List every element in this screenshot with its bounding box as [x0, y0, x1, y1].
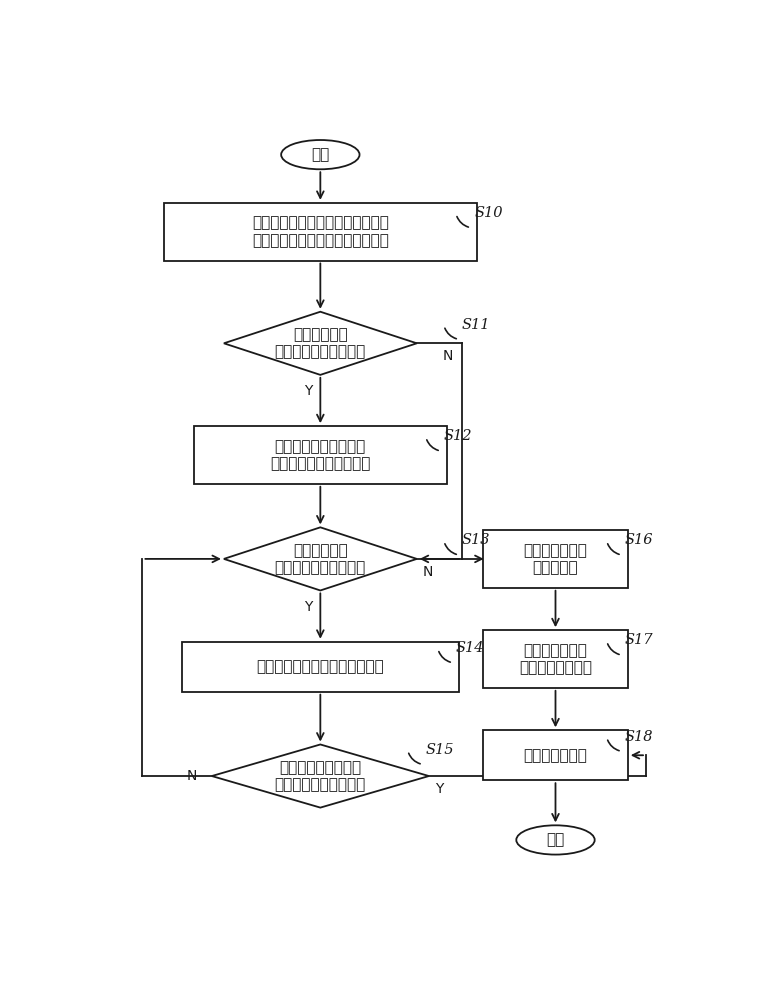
Text: S14: S14 [456, 641, 485, 655]
Ellipse shape [281, 140, 359, 169]
Text: S10: S10 [474, 206, 503, 220]
Text: 开启泄压开关阀和泄压节流元件: 开启泄压开关阀和泄压节流元件 [257, 659, 384, 674]
Text: 泄压开关阀开启时长
是否达到第一预设时长: 泄压开关阀开启时长 是否达到第一预设时长 [275, 760, 366, 792]
FancyBboxPatch shape [483, 630, 628, 688]
Text: 控制磁悬浮离心
压缩机停机: 控制磁悬浮离心 压缩机停机 [524, 543, 587, 575]
FancyBboxPatch shape [483, 530, 628, 588]
Text: S11: S11 [462, 318, 491, 332]
FancyBboxPatch shape [194, 426, 447, 484]
Text: 当前压比是否
大于允许停机压比阈值: 当前压比是否 大于允许停机压比阈值 [275, 543, 366, 575]
Text: 结束: 结束 [546, 832, 565, 847]
Text: S16: S16 [625, 533, 654, 547]
Text: 当前压比是否
大于允许停机压比阈值: 当前压比是否 大于允许停机压比阈值 [275, 327, 366, 360]
Text: Y: Y [304, 600, 313, 614]
Text: 关闭泄压开关阀: 关闭泄压开关阀 [524, 748, 587, 763]
Polygon shape [224, 527, 417, 590]
FancyBboxPatch shape [163, 203, 477, 261]
FancyBboxPatch shape [181, 642, 459, 692]
Text: S12: S12 [444, 429, 472, 443]
Text: 保持泄压开关阀
开启第二预设时长: 保持泄压开关阀 开启第二预设时长 [519, 643, 592, 675]
Text: 当磁悬浮空调机组满足停机条件时
获取磁悬浮离心压缩机的当前压比: 当磁悬浮空调机组满足停机条件时 获取磁悬浮离心压缩机的当前压比 [252, 215, 389, 248]
Text: N: N [187, 769, 197, 783]
Text: 开始: 开始 [311, 147, 329, 162]
Polygon shape [212, 744, 429, 808]
Text: Y: Y [304, 384, 313, 398]
Text: 保持磁悬浮离心压缩机
以当前状态运行预设时长: 保持磁悬浮离心压缩机 以当前状态运行预设时长 [270, 439, 370, 471]
Ellipse shape [517, 825, 594, 855]
Polygon shape [224, 312, 417, 375]
Text: S13: S13 [462, 533, 491, 547]
Text: N: N [443, 349, 453, 363]
Text: S18: S18 [625, 730, 654, 744]
Text: S17: S17 [625, 633, 654, 647]
Text: S15: S15 [426, 743, 454, 757]
Text: Y: Y [435, 782, 443, 796]
FancyBboxPatch shape [483, 730, 628, 780]
Text: N: N [423, 565, 433, 579]
